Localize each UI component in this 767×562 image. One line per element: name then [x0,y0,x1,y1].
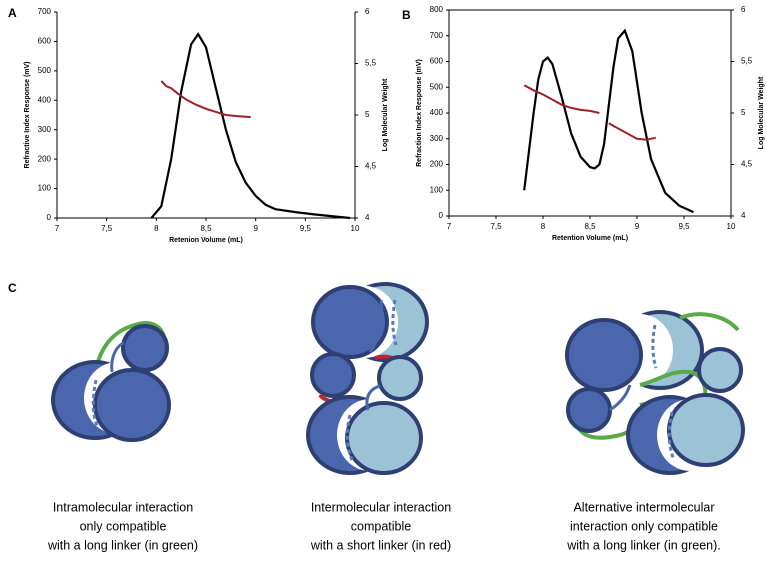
diagram-intramolecular [51,321,171,442]
series-line [160,80,251,119]
y2-tick-label: 5 [741,108,746,117]
x-axis-title: Retention Volume (mL) [552,235,628,242]
y2-axis-title: Log Molecular Weight [382,78,389,151]
y-tick-label: 200 [430,160,444,169]
x-tick-label: 8,5 [584,222,596,231]
x-tick-label: 9 [253,224,258,233]
x-tick-label: 8,5 [200,224,212,233]
y2-tick-label: 4,5 [365,162,377,171]
chart: B7 7,5 8 8,5 9 9,5 100100200300400500600700800… [402,5,765,242]
x-tick-label: 7,5 [101,224,113,233]
y-tick-label: 800 [430,5,444,14]
y-tick-label: 400 [38,95,52,104]
y2-tick-label: 5,5 [741,57,753,66]
panel-label: B [402,8,411,22]
y2-tick-label: 6 [741,5,746,14]
y2-tick-label: 5 [365,110,370,119]
x-tick-label: 7 [447,222,452,231]
y-tick-label: 0 [439,211,444,220]
y-tick-label: 0 [47,213,52,222]
y2-axis-title: Log Molecular Weight [758,76,765,149]
caption-line: Intermolecular interaction [311,500,451,514]
x-tick-label: 7 [55,224,60,233]
caption-line: with a long linker (in green) [47,538,198,552]
caption-line: only compatible [80,519,167,533]
y-tick-label: 700 [430,31,444,40]
caption-line: with a long linker (in green). [566,538,721,552]
caption-line: Alternative intermolecular [573,500,714,514]
y-axis-title: Refraction Index Response (mV) [416,59,423,167]
diagram-alternative [565,310,745,475]
y-tick-label: 300 [38,125,52,134]
series-line [150,32,351,220]
y-tick-label: 200 [38,154,52,163]
y-tick-label: 700 [38,7,52,16]
y2-tick-label: 4 [741,211,746,220]
x-tick-label: 8 [154,224,159,233]
x-tick-label: 10 [727,222,736,231]
caption-line: Intramolecular interaction [53,500,193,514]
x-tick-label: 9 [635,222,640,231]
y-tick-label: 300 [430,134,444,143]
series-line [523,84,657,141]
x-tick-label: 9,5 [300,224,312,233]
caption-line: interaction only compatible [570,519,718,533]
y-tick-label: 100 [38,184,52,193]
y-tick-label: 500 [38,66,52,75]
y-tick-label: 400 [430,108,444,117]
y2-tick-label: 5,5 [365,59,377,68]
y2-tick-label: 4 [365,213,370,222]
y-tick-label: 100 [430,185,444,194]
y-tick-label: 600 [38,37,52,46]
x-tick-label: 7,5 [490,222,502,231]
series-line [523,28,694,214]
x-tick-label: 9,5 [678,222,690,231]
x-tick-label: 10 [351,224,360,233]
caption-line: compatible [351,519,411,533]
diagram-intermolecular [306,282,429,475]
x-axis-title: Retenion Volume (mL) [169,237,243,244]
panel-label: C [8,281,17,295]
y-axis-title: Refractive Index Response (mV) [24,62,31,169]
y2-tick-label: 4,5 [741,160,753,169]
panel-label: A [8,6,17,20]
y2-tick-label: 6 [365,7,370,16]
y-tick-label: 500 [430,82,444,91]
chart: A7 7,5 8 8,5 9 9,5 10010020030040050060070044,… [8,6,389,244]
caption-line: with a short linker (in red) [310,538,451,552]
x-tick-label: 8 [541,222,546,231]
y-tick-label: 600 [430,57,444,66]
